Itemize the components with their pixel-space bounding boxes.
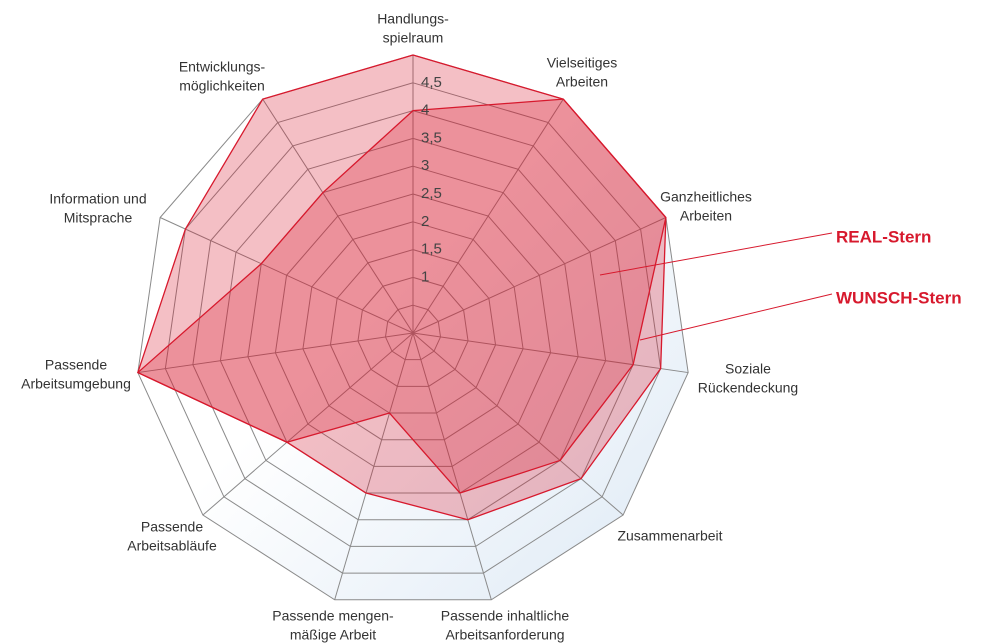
category-label: Vielseitiges — [547, 55, 618, 71]
series-area — [137, 54, 667, 521]
category-label: Arbeiten — [556, 74, 608, 90]
grid-ring — [192, 110, 634, 547]
category-label: Arbeitsabläufe — [127, 538, 217, 554]
category-label: Passende mengen- — [272, 608, 394, 624]
r-tick-label: 4,5 — [421, 74, 442, 91]
legend-label: WUNSCH-Stern — [836, 288, 962, 307]
spoke — [412, 332, 624, 516]
r-tick-label: 2 — [421, 213, 429, 230]
category-label: spielraum — [383, 30, 444, 46]
category-label: Arbeiten — [680, 208, 732, 224]
spoke — [262, 98, 414, 334]
category-label: Arbeitsumgebung — [21, 376, 131, 392]
category-label: Passende — [45, 357, 107, 373]
spoke — [412, 98, 564, 334]
spoke — [412, 217, 667, 334]
category-label: Entwicklungs- — [179, 59, 266, 75]
grid-ring — [329, 249, 497, 414]
r-tick-label: 1 — [421, 268, 429, 285]
category-label: Mitsprache — [64, 210, 133, 226]
category-label: Arbeitsanforderung — [445, 627, 564, 643]
category-label: Ganzheitliches — [660, 189, 752, 205]
grid-ring — [164, 82, 662, 574]
spoke — [137, 332, 414, 374]
category-label: Handlungs- — [377, 11, 449, 27]
legend-pointer — [639, 293, 833, 341]
category-label: Passende inhaltliche — [441, 608, 570, 624]
spoke — [159, 217, 414, 334]
grid-ring — [384, 304, 442, 361]
spoke — [334, 332, 414, 600]
grid-ring — [219, 137, 607, 521]
category-label: Soziale — [725, 361, 771, 377]
r-tick-label: 3 — [421, 157, 429, 174]
category-label: Zusammenarbeit — [617, 528, 722, 544]
category-label: Passende — [141, 519, 203, 535]
grid-ring — [274, 193, 552, 467]
spoke — [202, 332, 414, 516]
r-tick-label: 3,5 — [421, 129, 442, 146]
legend-label: REAL-Stern — [836, 227, 931, 246]
category-label: möglichkeiten — [179, 78, 265, 94]
r-tick-label: 4 — [421, 102, 429, 119]
category-label: Information und — [49, 191, 146, 207]
spoke — [412, 332, 689, 374]
spoke — [412, 332, 492, 600]
category-label: mäßige Arbeit — [290, 627, 376, 643]
category-label: Rückendeckung — [698, 380, 798, 396]
grid-ring — [357, 276, 469, 387]
r-tick-label: 2,5 — [421, 185, 442, 202]
legend-pointer — [599, 232, 833, 276]
r-tick-label: 1,5 — [421, 241, 442, 258]
